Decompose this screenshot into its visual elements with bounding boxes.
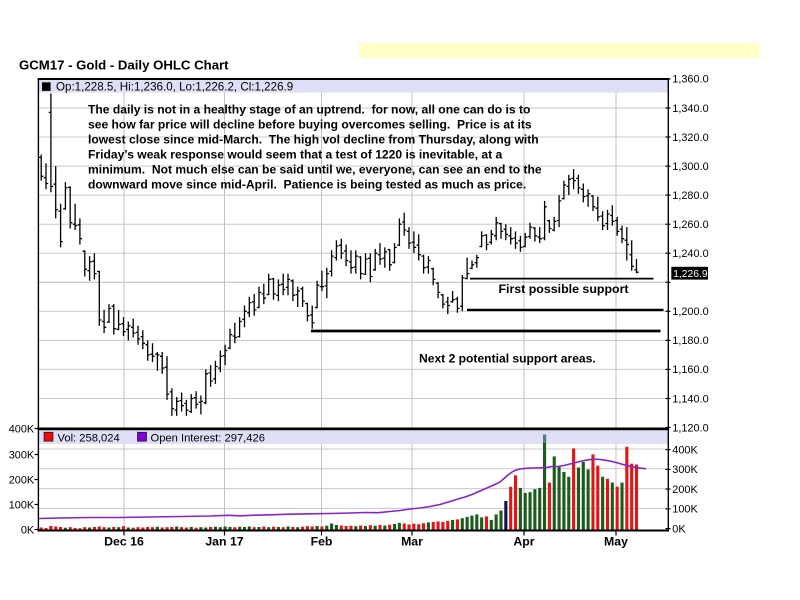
svg-text:Feb: Feb (311, 535, 333, 549)
svg-text:First possible support: First possible support (498, 282, 628, 296)
svg-text:Jan 17: Jan 17 (205, 535, 243, 549)
svg-text:1,180.0: 1,180.0 (672, 335, 708, 347)
svg-text:0K: 0K (672, 523, 686, 535)
svg-text:1,320.0: 1,320.0 (672, 132, 708, 144)
svg-text:1,360.0: 1,360.0 (672, 74, 708, 86)
svg-text:downward move since mid-April.: downward move since mid-April. Patience … (88, 178, 526, 192)
svg-text:Vol: 258,024: Vol: 258,024 (58, 432, 120, 444)
svg-text:100K: 100K (9, 499, 35, 511)
svg-text:400K: 400K (672, 444, 698, 456)
svg-text:see how far price will decline: see how far price will decline before bu… (88, 118, 532, 132)
svg-text:100K: 100K (672, 504, 698, 516)
svg-text:minimum. Not much else can be: minimum. Not much else can be said until… (88, 163, 542, 177)
svg-text:Open Interest: 297,426: Open Interest: 297,426 (151, 432, 265, 444)
svg-text:GCM17 - Gold - Daily OHLC Char: GCM17 - Gold - Daily OHLC Chart (19, 58, 229, 73)
svg-text:Mar: Mar (401, 535, 423, 549)
svg-text:200K: 200K (672, 484, 698, 496)
svg-text:1,226.9: 1,226.9 (673, 269, 708, 280)
svg-text:Apr: Apr (513, 535, 534, 549)
svg-text:May: May (604, 535, 628, 549)
svg-text:1,340.0: 1,340.0 (672, 103, 708, 115)
svg-text:300K: 300K (9, 449, 35, 461)
svg-text:1,240.0: 1,240.0 (672, 248, 708, 260)
svg-text:400K: 400K (9, 423, 35, 435)
svg-text:Next 2 potential support areas: Next 2 potential support areas. (419, 352, 596, 366)
svg-text:1,160.0: 1,160.0 (672, 364, 708, 376)
svg-text:The daily is not in a healthy: The daily is not in a healthy stage of a… (88, 103, 530, 117)
svg-text:200K: 200K (9, 474, 35, 486)
svg-text:1,300.0: 1,300.0 (672, 161, 708, 173)
svg-text:1,260.0: 1,260.0 (672, 219, 708, 231)
svg-text:Op:1,228.5, Hi:1,236.0, Lo:1,2: Op:1,228.5, Hi:1,236.0, Lo:1,226.2, Cl:1… (56, 81, 293, 94)
svg-text:lowest close since mid-March.: lowest close since mid-March. The high v… (88, 133, 539, 147)
svg-text:300K: 300K (672, 464, 698, 476)
svg-text:0K: 0K (21, 524, 35, 536)
svg-text:1,200.0: 1,200.0 (672, 306, 708, 318)
svg-text:1,280.0: 1,280.0 (672, 190, 708, 202)
svg-text:Dec 16: Dec 16 (104, 535, 144, 549)
svg-text:Friday’s weak response would s: Friday’s weak response would seem that a… (88, 148, 503, 162)
svg-text:1,120.0: 1,120.0 (672, 422, 708, 434)
svg-text:1,140.0: 1,140.0 (672, 393, 708, 405)
